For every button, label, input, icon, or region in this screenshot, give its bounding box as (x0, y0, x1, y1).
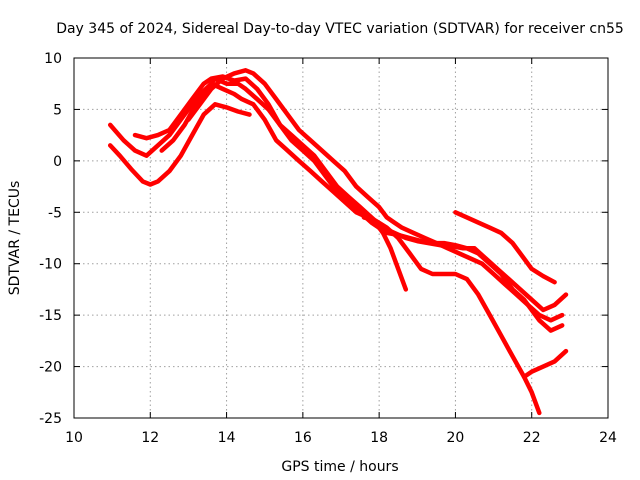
y-tick-label: -5 (48, 205, 62, 221)
x-tick-label: 24 (599, 430, 617, 446)
x-tick-label: 16 (294, 430, 312, 446)
x-tick-label: 10 (65, 430, 83, 446)
x-axis-label: GPS time / hours (281, 459, 398, 475)
x-tick-labels: 10 12 14 16 18 20 22 24 (65, 430, 617, 446)
x-tick-label: 22 (523, 430, 541, 446)
series-trace-7 (453, 210, 557, 285)
x-tick-label: 12 (141, 430, 159, 446)
series-trace-4 (159, 76, 569, 313)
y-tick-label: -15 (39, 308, 62, 324)
series-trace-8 (521, 348, 569, 380)
y-tick-label: 5 (53, 102, 62, 118)
y-tick-label: -25 (39, 411, 62, 427)
data-series (107, 68, 569, 416)
chart-title: Day 345 of 2024, Sidereal Day-to-day VTE… (56, 21, 624, 37)
axis-ticks (73, 57, 609, 419)
series-trace-3 (132, 74, 565, 333)
series-trace-5 (186, 68, 565, 323)
series-trace-6 (361, 215, 542, 416)
grid-lines (74, 58, 608, 418)
x-tick-label: 20 (447, 430, 465, 446)
y-axis-label: SDTVAR / TECUs (7, 181, 23, 296)
y-tick-label: 10 (44, 51, 62, 67)
plot-frame (73, 57, 609, 419)
series-trace-2 (107, 81, 409, 292)
y-tick-labels: 10 5 0 -5 -10 -15 -20 -25 (39, 51, 62, 427)
y-tick-label: -10 (39, 257, 62, 273)
x-tick-label: 18 (370, 430, 388, 446)
series-trace-1 (107, 102, 252, 187)
y-tick-label: 0 (53, 154, 62, 170)
x-tick-label: 14 (218, 430, 236, 446)
y-tick-label: -20 (39, 360, 62, 376)
